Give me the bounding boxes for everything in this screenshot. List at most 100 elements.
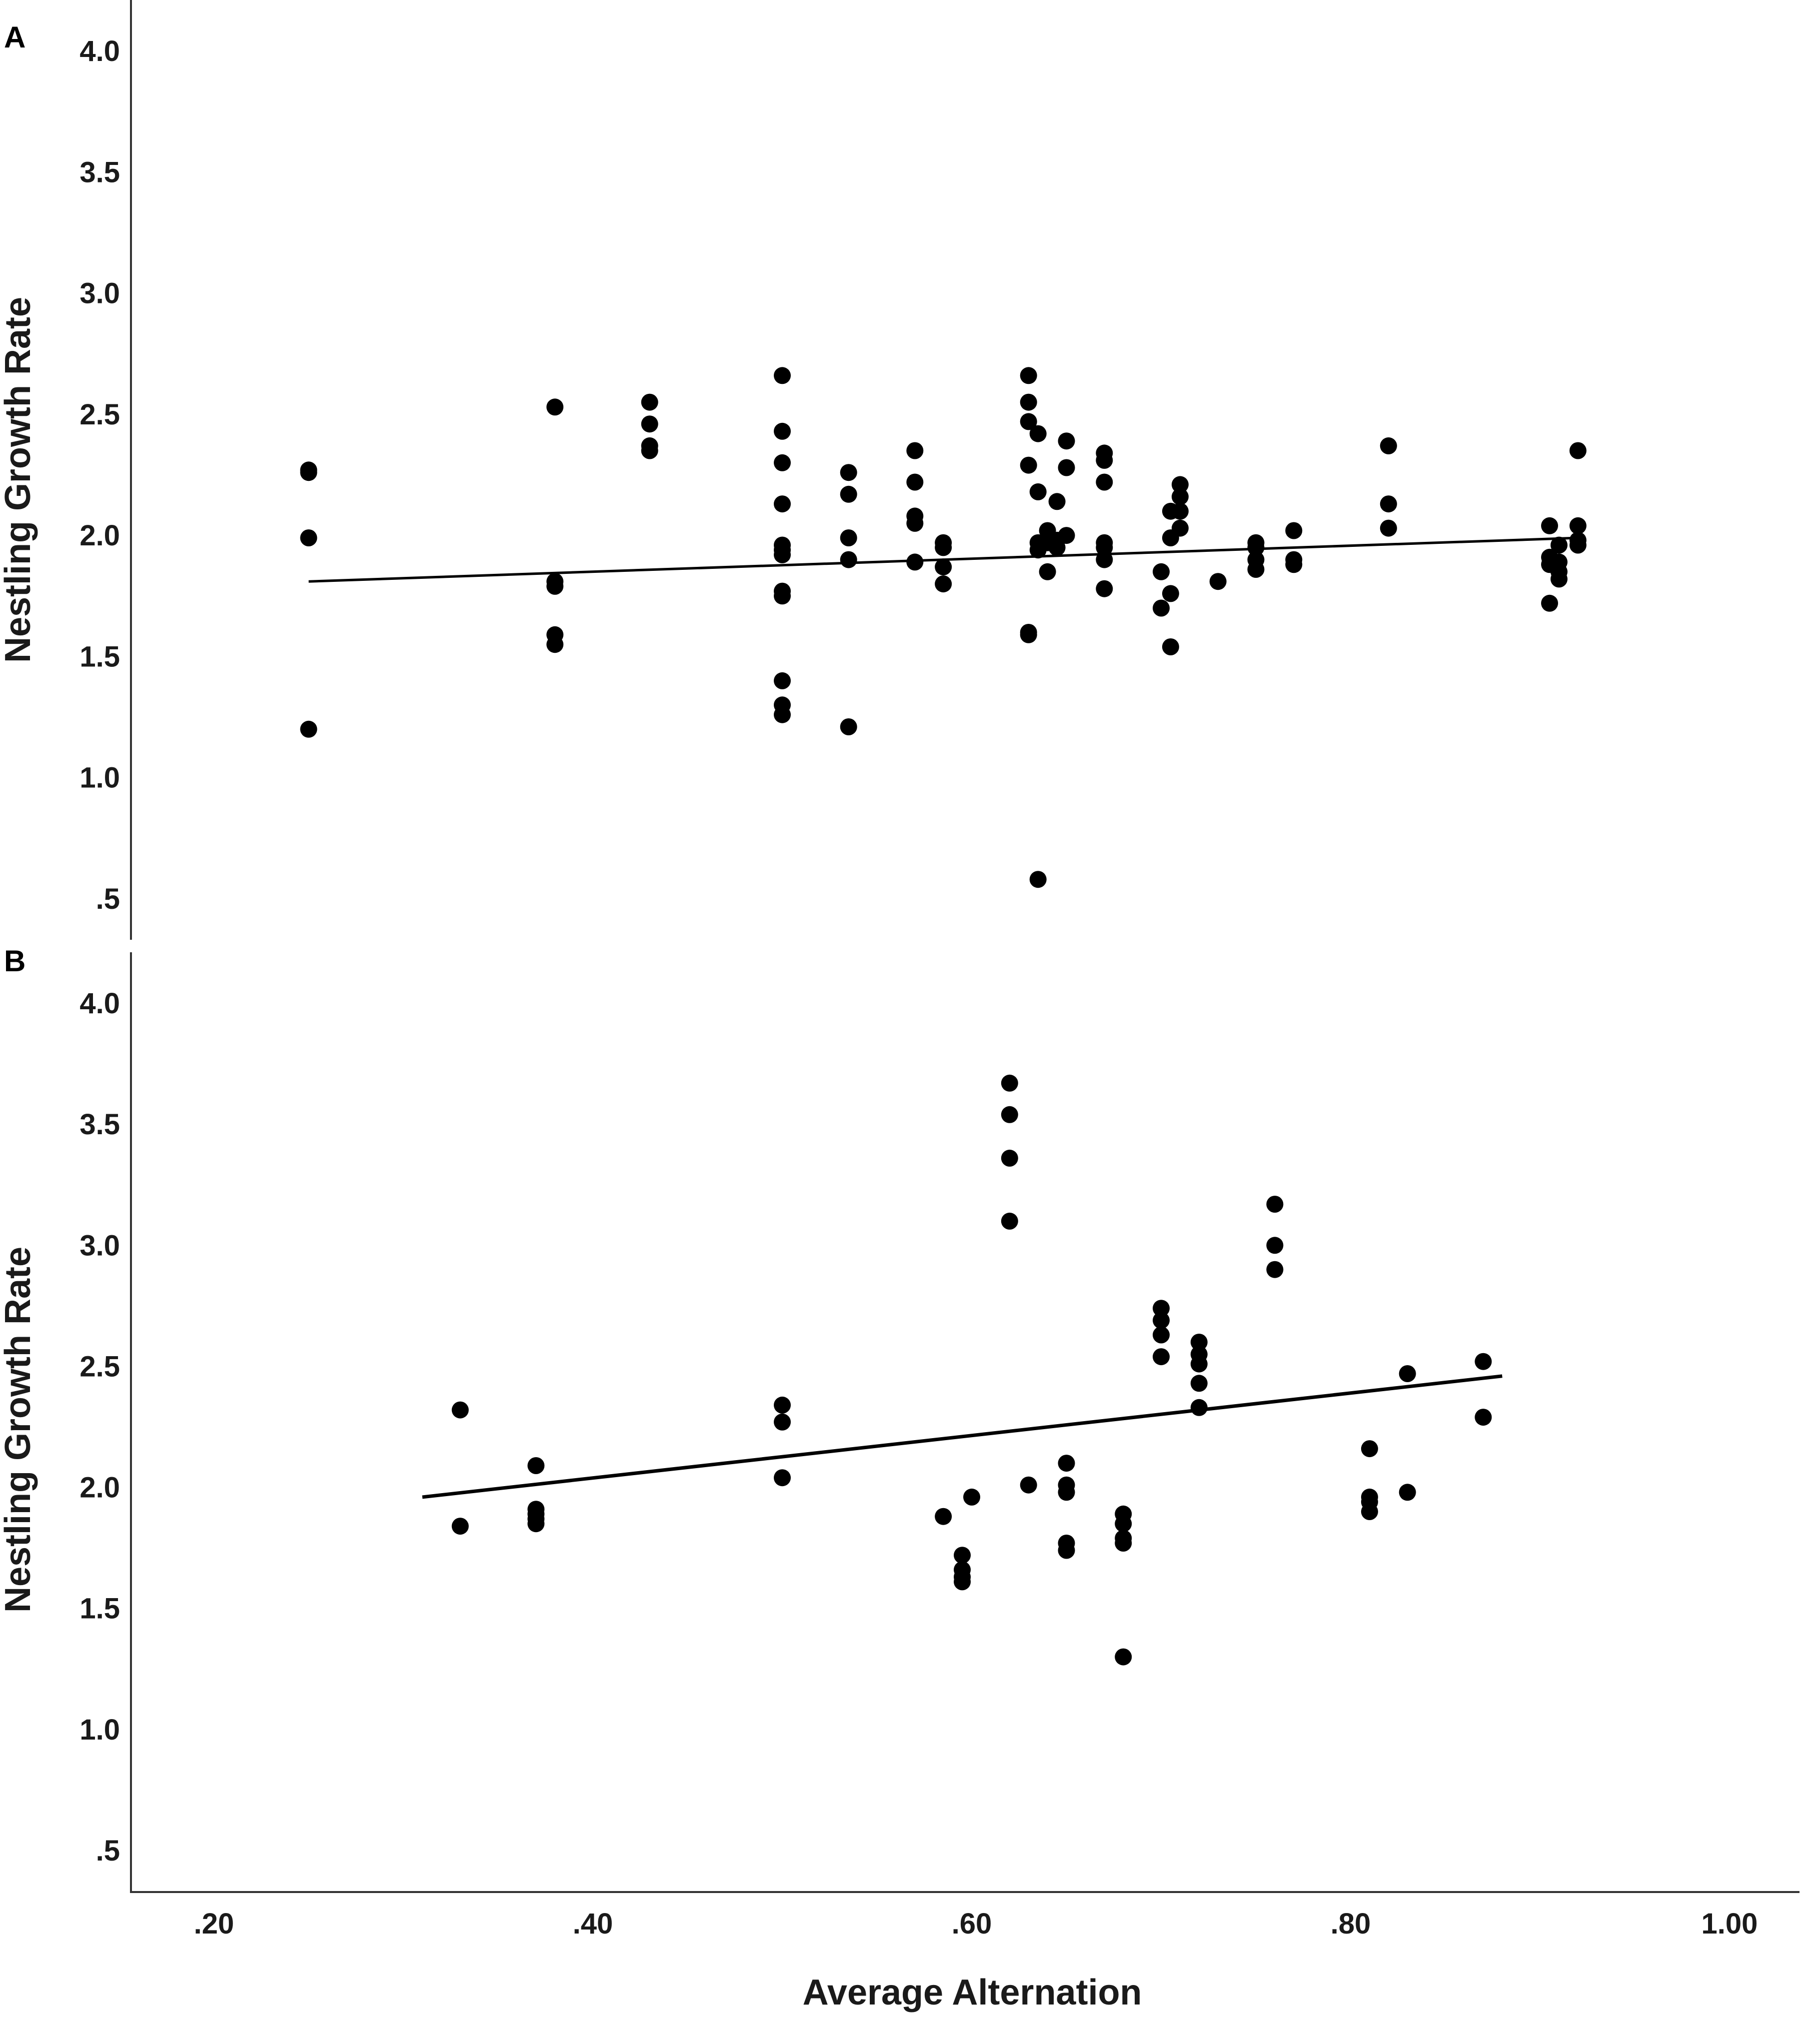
data-point [300, 720, 317, 738]
data-point [1285, 522, 1303, 539]
panel-b-points [451, 1074, 1492, 1666]
y-tick-label: 1.5 [79, 1593, 120, 1625]
panel-a-label: A [4, 20, 25, 54]
x-tick-label: .60 [952, 1908, 992, 1940]
data-point [774, 546, 791, 563]
panel-a-y-tick-labels: .5 1.0 1.5 2.0 2.5 3.0 3.5 4.0 [79, 35, 120, 915]
data-point [1266, 1196, 1284, 1213]
data-point [1058, 1484, 1075, 1501]
data-point [1190, 1399, 1208, 1416]
data-point [527, 1515, 545, 1533]
y-tick-label: 1.0 [79, 1714, 120, 1746]
data-point [1039, 563, 1056, 580]
data-point [1380, 495, 1397, 513]
x-tick-label: .40 [573, 1908, 613, 1940]
data-point [1058, 432, 1075, 450]
data-point [1550, 536, 1568, 554]
data-point [1190, 1334, 1208, 1351]
data-point [774, 422, 791, 440]
data-point [1541, 517, 1558, 534]
data-point [1029, 483, 1047, 500]
panel-a-y-axis-title: Nestling Growth Rate [0, 297, 38, 663]
data-point [546, 398, 564, 416]
data-point [1153, 1348, 1170, 1366]
data-point [1399, 1365, 1416, 1382]
y-tick-label: 1.0 [79, 762, 120, 794]
data-point [774, 706, 791, 723]
data-point [1020, 456, 1037, 474]
data-point [1569, 442, 1587, 459]
data-point [1541, 594, 1558, 612]
data-point [451, 1401, 469, 1419]
data-point [1153, 563, 1170, 580]
data-point [527, 1457, 545, 1474]
data-point [774, 1413, 791, 1431]
data-point [954, 1573, 971, 1591]
data-point [1115, 1535, 1132, 1552]
x-tick-label: .80 [1331, 1908, 1371, 1940]
data-point [1153, 1312, 1170, 1329]
data-point [774, 1396, 791, 1414]
data-point [1001, 1212, 1018, 1230]
data-point [906, 473, 924, 491]
data-point [774, 672, 791, 689]
panel-a: A .5 1.0 1.5 2.0 2.5 3.0 3.5 4.0 Nestling Growt… [0, 0, 1587, 940]
data-point [1247, 539, 1265, 556]
y-tick-label: 3.5 [79, 1108, 120, 1141]
data-point [1115, 1515, 1132, 1533]
y-tick-label: .5 [96, 883, 120, 915]
x-tick-label: 1.00 [1702, 1908, 1758, 1940]
data-point [1162, 638, 1179, 655]
data-point [1153, 1326, 1170, 1344]
data-point [1162, 585, 1179, 602]
data-point [1380, 437, 1397, 454]
data-point [774, 587, 791, 605]
data-point [1399, 1484, 1416, 1501]
y-tick-label: 2.5 [79, 1350, 120, 1383]
data-point [840, 718, 857, 735]
data-point [1096, 473, 1113, 491]
panel-b: B .5 1.0 1.5 2.0 2.5 3.0 3.5 4.0 .20 .40 .60 .80 1.… [0, 944, 1800, 2013]
data-point [840, 485, 857, 503]
data-point [774, 495, 791, 513]
data-point [1048, 539, 1066, 556]
y-tick-label: 3.0 [79, 1229, 120, 1262]
data-point [1020, 393, 1037, 411]
data-point [1096, 451, 1113, 469]
data-point [1020, 1476, 1037, 1494]
x-axis-title: Average Alternation [803, 1973, 1142, 2013]
data-point [906, 553, 924, 571]
y-tick-label: 1.5 [79, 640, 120, 673]
data-point [935, 575, 952, 593]
panel-b-fit-line [422, 1374, 1503, 1499]
data-point [1001, 1074, 1018, 1092]
data-point [1048, 493, 1066, 510]
y-tick-label: 4.0 [79, 987, 120, 1020]
y-tick-label: 2.5 [79, 398, 120, 431]
data-point [641, 442, 658, 459]
x-tick-label: .20 [194, 1908, 234, 1940]
data-point [906, 514, 924, 532]
data-point [1058, 459, 1075, 476]
data-point [1209, 573, 1227, 590]
data-point [1171, 476, 1189, 493]
data-point [1029, 871, 1047, 888]
data-point [1171, 488, 1189, 505]
data-point [906, 442, 924, 459]
data-point [963, 1488, 980, 1506]
panel-b-y-tick-labels: .5 1.0 1.5 2.0 2.5 3.0 3.5 4.0 [79, 987, 120, 1867]
data-point [774, 367, 791, 384]
data-point [1475, 1409, 1492, 1426]
data-point [1190, 1355, 1208, 1373]
y-tick-label: 3.5 [79, 156, 120, 188]
y-tick-label: 2.0 [79, 1472, 120, 1504]
data-point [954, 1547, 971, 1564]
panel-a-points [300, 367, 1587, 888]
data-point [1096, 539, 1113, 556]
data-point [1266, 1237, 1284, 1254]
data-point [935, 558, 952, 576]
data-point [1115, 1648, 1132, 1666]
data-point [451, 1518, 469, 1535]
y-tick-label: 2.0 [79, 519, 120, 552]
